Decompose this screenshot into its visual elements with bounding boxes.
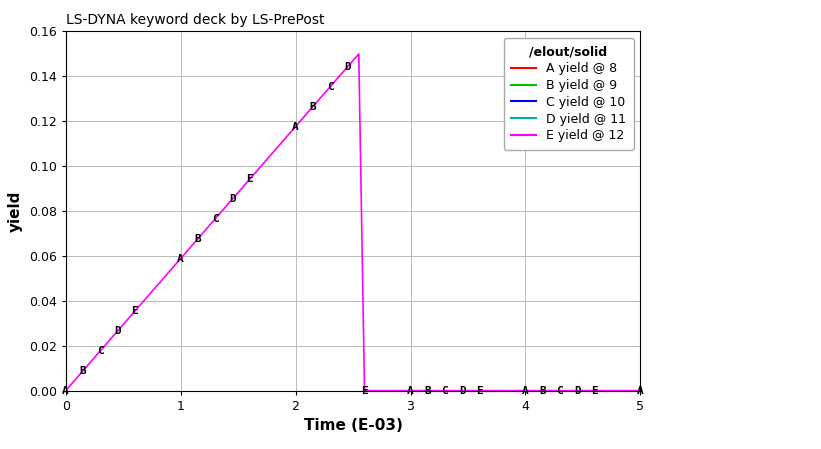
X-axis label: Time (E-03): Time (E-03) <box>304 418 402 433</box>
Text: C: C <box>442 386 448 396</box>
Text: A: A <box>62 386 69 396</box>
Text: E: E <box>246 174 253 185</box>
Text: E: E <box>476 386 483 396</box>
Text: A: A <box>177 254 184 264</box>
Y-axis label: yield: yield <box>8 190 23 232</box>
Text: C: C <box>212 214 218 224</box>
Text: A: A <box>292 122 299 132</box>
Text: B: B <box>195 234 201 244</box>
Text: B: B <box>80 366 86 376</box>
Text: C: C <box>557 386 563 396</box>
Text: B: B <box>424 386 431 396</box>
Text: A: A <box>637 386 644 396</box>
Text: B: B <box>539 386 546 396</box>
Text: C: C <box>97 346 103 356</box>
Legend: A yield @ 8, B yield @ 9, C yield @ 10, D yield @ 11, E yield @ 12: A yield @ 8, B yield @ 9, C yield @ 10, … <box>503 38 634 150</box>
Text: C: C <box>327 82 333 92</box>
Text: A: A <box>407 386 414 396</box>
Text: D: D <box>574 386 580 396</box>
Text: E: E <box>361 386 368 396</box>
Text: D: D <box>229 194 236 204</box>
Text: B: B <box>310 102 316 112</box>
Text: E: E <box>131 306 138 317</box>
Text: E: E <box>591 386 598 396</box>
Text: D: D <box>344 62 351 72</box>
Text: D: D <box>114 326 121 336</box>
Text: LS-DYNA keyword deck by LS-PrePost: LS-DYNA keyword deck by LS-PrePost <box>66 13 324 27</box>
Text: A: A <box>522 386 529 396</box>
Text: D: D <box>459 386 466 396</box>
